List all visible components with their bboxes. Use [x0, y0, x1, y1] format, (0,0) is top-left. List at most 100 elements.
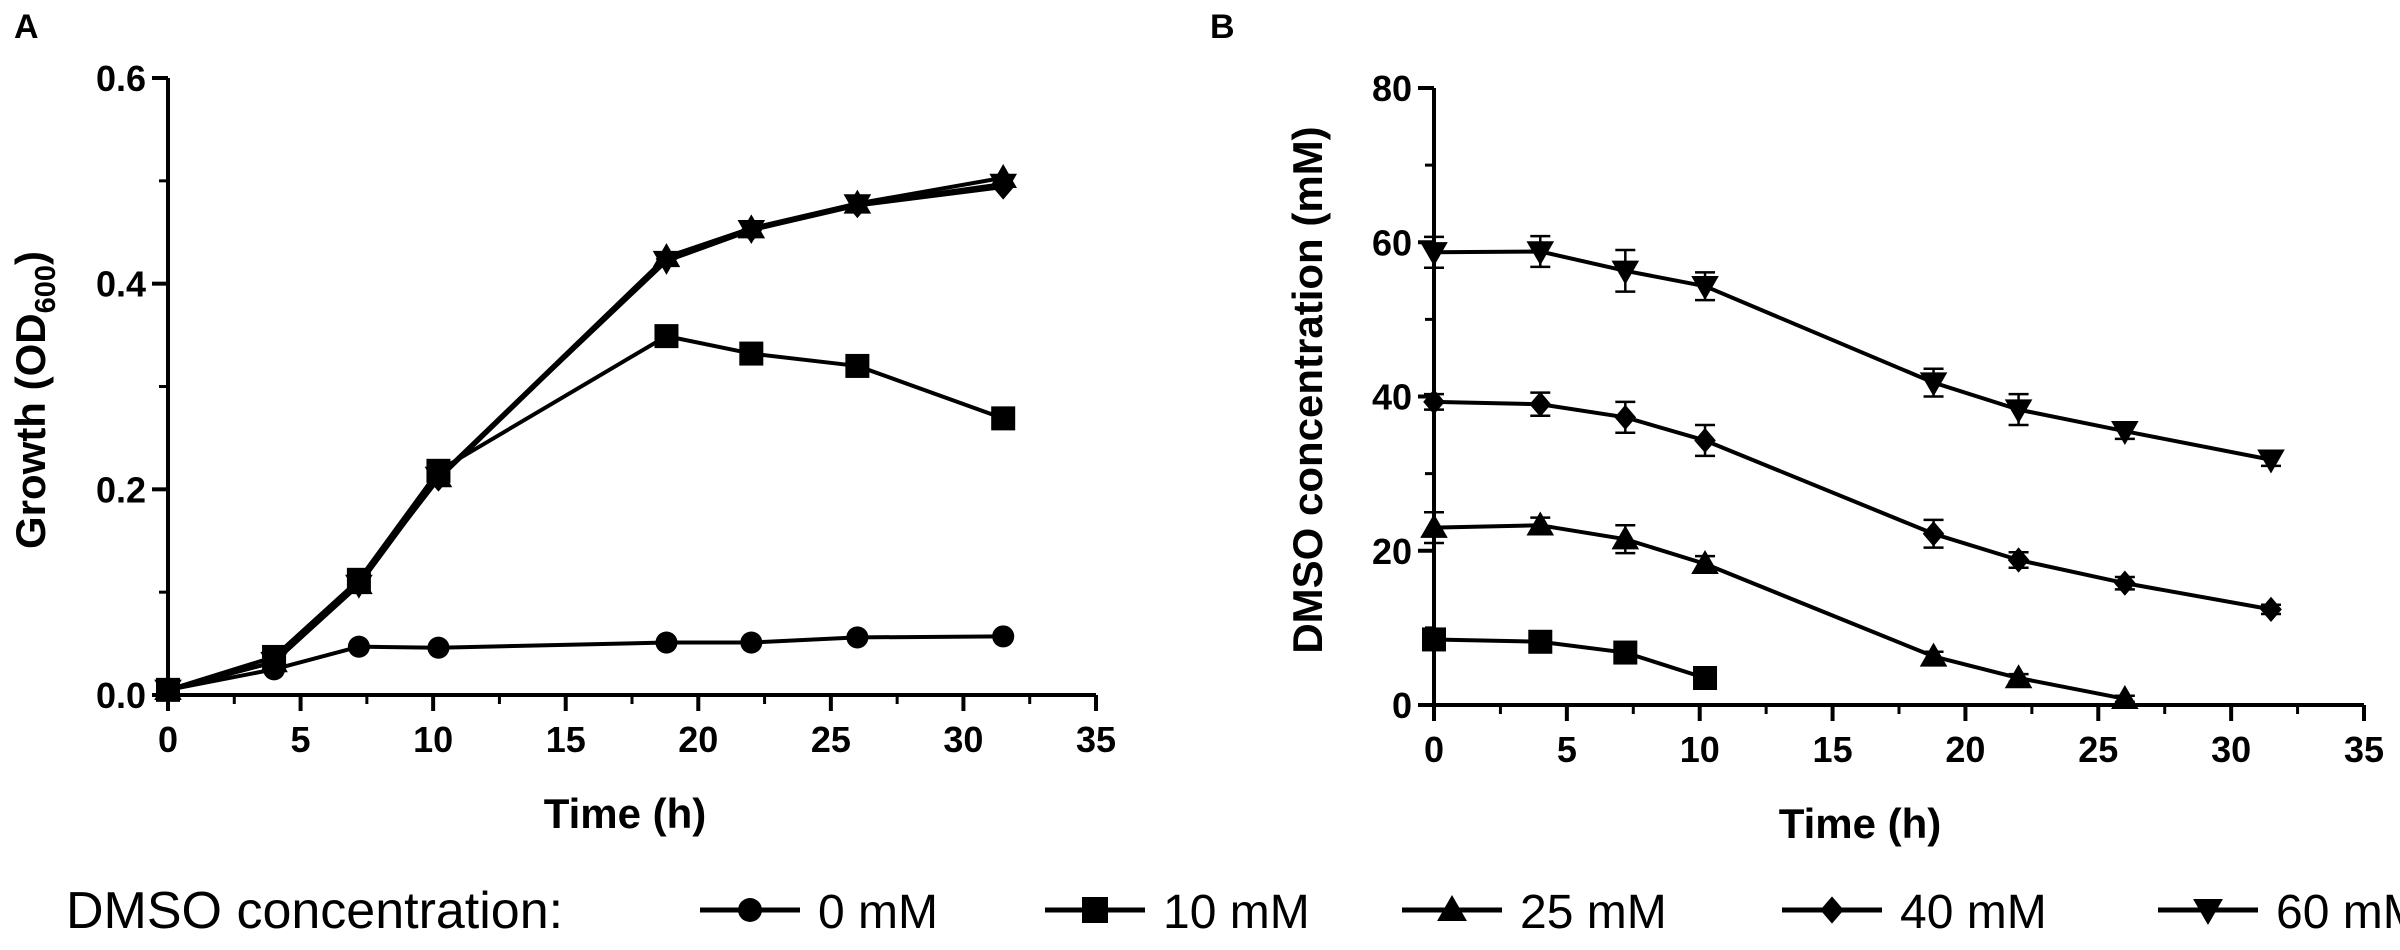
panel-b-y-tick-label: 40	[1372, 377, 1412, 418]
y-title-close: )	[7, 251, 54, 265]
legend-marker-square	[1082, 897, 1108, 923]
legend-marker-triangle-down	[2193, 898, 2223, 925]
legend-marker-circle	[738, 898, 762, 922]
panel-b-y-tick-label: 60	[1372, 222, 1412, 263]
panel-b-point-60mm	[1919, 372, 1948, 397]
panel-a-x-tick-label: 20	[678, 719, 718, 760]
panel-a-point-60mm	[843, 194, 872, 219]
legend-label: 25 mM	[1520, 886, 1667, 939]
panel-a-x-tick-label: 10	[413, 719, 453, 760]
legend-marker-diamond	[1820, 896, 1844, 924]
panel-b-x-axis-title: Time (h)	[1779, 800, 1942, 847]
panel-a-point-60mm	[737, 219, 766, 244]
legend-label: 10 mM	[1163, 886, 1310, 939]
panel-b-point-40mm	[2007, 547, 2030, 573]
panel-b-point-60mm	[2004, 399, 2033, 424]
panel-b-y-tick-label: 80	[1372, 68, 1412, 109]
panel-b-x-tick-label: 5	[1557, 729, 1577, 770]
legend-label: 0 mM	[818, 886, 938, 939]
panel-a-point-60mm	[260, 651, 288, 676]
panel-a-point-0mm	[992, 625, 1015, 648]
panel-b-point-60mm	[1526, 241, 1555, 266]
panel-b-lines	[1433, 249, 2272, 701]
panel-b-error-bars	[1424, 234, 2281, 704]
panel-a-point-10mm	[654, 324, 679, 349]
panel-b-axes: 0 5 10 15 20 25 30 35 0 20 40 60 80	[1372, 68, 2384, 770]
panel-b-point-40mm	[1529, 391, 1552, 417]
panel-a-line-40mm	[167, 185, 1004, 692]
panel-a-point-10mm	[991, 406, 1016, 431]
panel-b-point-40mm	[1922, 521, 1945, 547]
panel-b-label: B	[1210, 8, 1235, 46]
y-title-main: Growth (OD	[7, 313, 54, 549]
panel-a-point-0mm	[655, 631, 678, 654]
panel-b-x-tick-label: 35	[2344, 729, 2384, 770]
panel-b-point-10mm	[1613, 640, 1638, 665]
panel-b-y-tick-label: 0	[1392, 685, 1412, 726]
legend: 0 mM 10 mM 25 mM 40 mM 60 mM	[700, 886, 2400, 939]
panel-a-y-tick-label: 0.6	[96, 58, 146, 99]
panel-b-point-60mm	[1420, 242, 1448, 267]
panel-b-x-tick-label: 10	[1680, 729, 1720, 770]
panel-a-point-0mm	[427, 636, 450, 659]
panel-b-point-40mm	[1423, 389, 1445, 415]
panel-b-point-60mm	[2111, 421, 2139, 446]
y-title-subscript: 600	[30, 265, 62, 313]
panel-a-line-60mm	[167, 181, 1004, 692]
panel-a-line-25mm	[167, 175, 1004, 692]
panel-a-point-10mm	[845, 353, 870, 378]
panel-a-point-60mm	[154, 679, 182, 704]
panel-b-line-60mm	[1433, 249, 2272, 462]
panel-a-line-0mm	[167, 634, 1004, 692]
panel-a-lines	[167, 175, 1004, 692]
panel-a-point-0mm	[740, 631, 763, 654]
panel-b-x-tick-label: 25	[2078, 729, 2118, 770]
panel-b-point-25mm	[1420, 513, 1448, 538]
panel-a-y-axis-title: Growth (OD600)	[7, 251, 62, 549]
panel-b-point-40mm	[2114, 570, 2136, 596]
panel-b-point-40mm	[2260, 596, 2282, 622]
panel-b-x-tick-label: 15	[1813, 729, 1853, 770]
panel-b-x-tick-label: 0	[1424, 729, 1444, 770]
panel-b-line-40mm	[1433, 399, 2272, 612]
panel-b-point-60mm	[1691, 276, 1719, 301]
panel-a-x-axis-title: Time (h)	[544, 790, 707, 837]
panel-a-y-tick-label: 0.0	[96, 675, 146, 716]
panel-a-point-60mm	[652, 250, 681, 275]
panel-b-point-10mm	[1693, 666, 1718, 691]
panel-b-line-10mm	[1433, 637, 1706, 680]
panel-b-point-25mm	[2004, 664, 2033, 689]
panel-a-x-tick-label: 30	[943, 719, 983, 760]
panel-b-point-60mm	[1611, 260, 1640, 285]
panel-b-point-40mm	[1614, 404, 1637, 430]
legend-marker-triangle-up	[1437, 895, 1467, 922]
panel-a-point-0mm	[347, 635, 370, 658]
panel-b-point-25mm	[1691, 550, 1719, 575]
panel-b-point-60mm	[2257, 449, 2285, 474]
panel-a-axes: 0 5 10 15 20 25 30 35 0.0 0.2 0.4 0.6	[96, 58, 1116, 760]
panel-a-point-10mm	[739, 341, 764, 366]
panel-a-point-0mm	[846, 626, 869, 649]
panel-b-y-tick-label: 20	[1372, 531, 1412, 572]
panel-a-markers	[154, 163, 1017, 704]
legend-title: DMSO concentration:	[66, 882, 563, 940]
panel-a-x-tick-label: 25	[811, 719, 851, 760]
panel-a-point-60mm	[989, 173, 1017, 198]
panel-b-point-25mm	[1526, 511, 1555, 536]
panel-b-y-axis-title: DMSO concentration (mM)	[1284, 126, 1331, 653]
panel-b-x-tick-label: 20	[1945, 729, 1985, 770]
panel-a-x-tick-label: 15	[546, 719, 586, 760]
panel-a-label: A	[14, 8, 39, 46]
panel-b-x-tick-label: 30	[2211, 729, 2251, 770]
legend-label: 40 mM	[1900, 886, 2047, 939]
panel-b-point-25mm	[1611, 525, 1640, 550]
panel-a-x-tick-label: 35	[1076, 719, 1116, 760]
panel-b-point-40mm	[1694, 427, 1716, 454]
panel-b-point-25mm	[1919, 642, 1948, 667]
panel-a-x-tick-label: 0	[158, 719, 178, 760]
panel-a-y-tick-label: 0.4	[96, 264, 146, 305]
panel-a-point-60mm	[424, 466, 453, 491]
panel-a-point-60mm	[345, 574, 373, 599]
panel-b-point-10mm	[1422, 627, 1446, 652]
